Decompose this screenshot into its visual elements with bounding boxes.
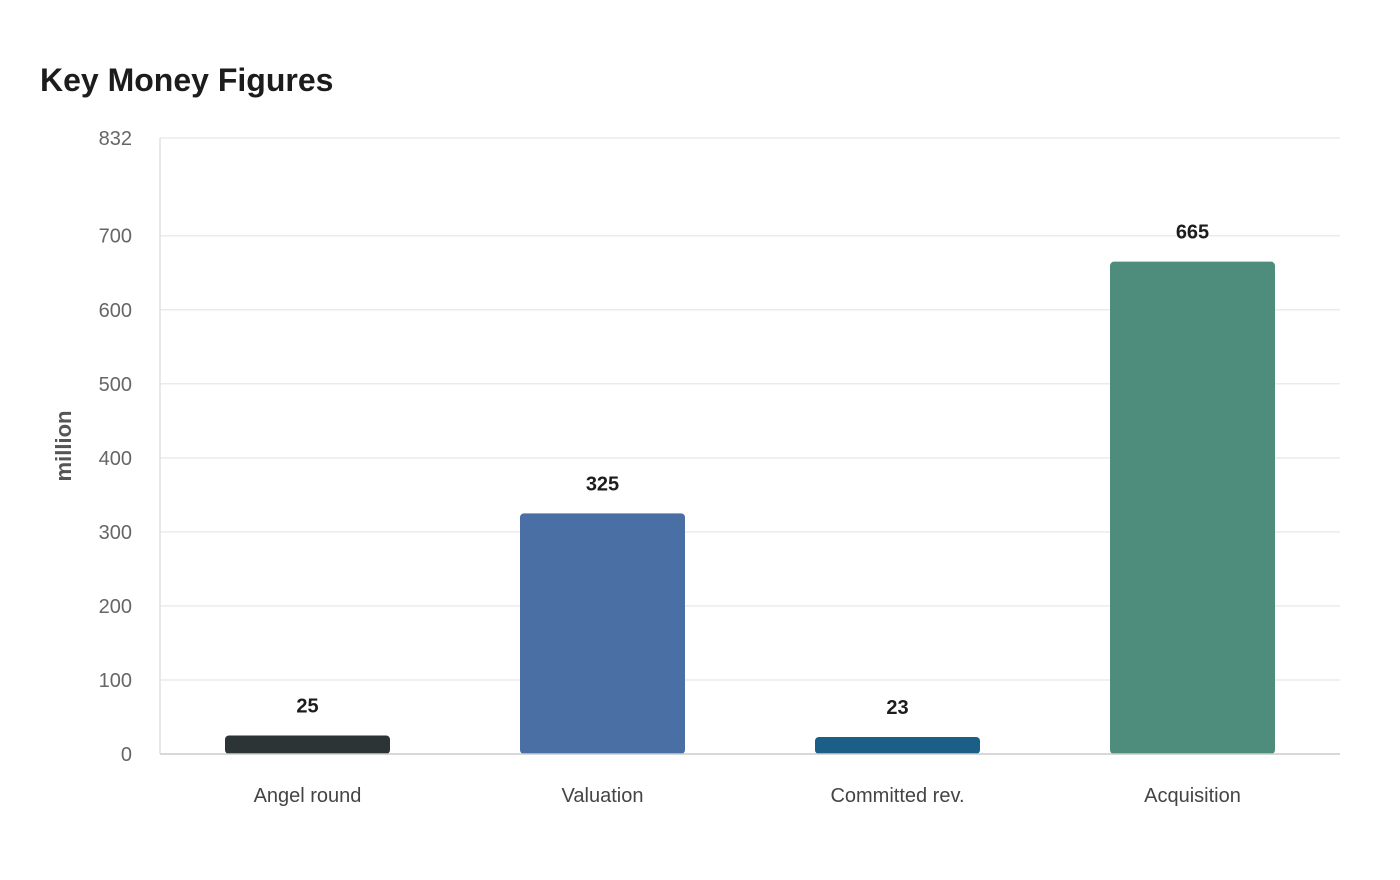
chart-title: Key Money Figures: [40, 62, 334, 98]
y-tick-label: 400: [99, 448, 132, 470]
y-tick-label: 200: [99, 596, 132, 618]
x-tick-label: Acquisition: [1144, 785, 1241, 807]
gridlines: [160, 137, 1340, 681]
y-tick-label: 500: [99, 374, 132, 396]
data-label: 665: [1176, 222, 1209, 244]
data-labels: 25 325 23 665: [296, 222, 1209, 719]
y-tick-label: 0: [121, 744, 132, 766]
y-axis-title: million: [51, 411, 76, 482]
y-axis-ticks: 0 100 200 300 400 500 600 700 832: [99, 128, 132, 766]
bar: [1110, 261, 1275, 754]
data-label: 23: [886, 697, 908, 719]
x-tick-label: Angel round: [254, 785, 362, 807]
data-label: 325: [586, 473, 619, 495]
data-label: 25: [296, 695, 318, 717]
x-tick-label: Committed rev.: [830, 785, 964, 807]
bars: [225, 261, 1275, 754]
y-tick-label: 700: [99, 226, 132, 248]
y-tick-label: 600: [99, 300, 132, 322]
y-tick-label: 832: [99, 128, 132, 150]
x-tick-label: Valuation: [562, 785, 644, 807]
x-axis-categories: Angel round Valuation Committed rev. Acquis…: [254, 785, 1241, 807]
y-tick-label: 300: [99, 522, 132, 544]
bar: [225, 735, 390, 754]
bar: [520, 513, 685, 754]
bar: [815, 736, 980, 754]
y-tick-label: 100: [99, 670, 132, 692]
